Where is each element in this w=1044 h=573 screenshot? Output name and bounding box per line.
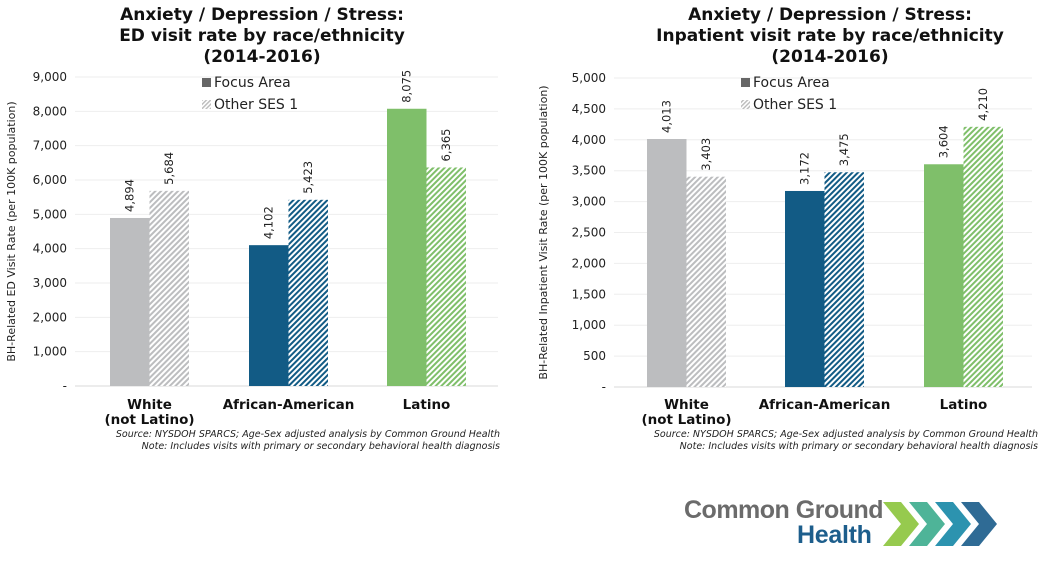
- y-tick-label: 3,000: [33, 276, 67, 290]
- legend-label-other-ses: Other SES 1: [214, 97, 298, 113]
- legend: Focus Area Other SES 1: [741, 75, 837, 113]
- legend-swatch-focus-area: [741, 78, 750, 87]
- chevron-shape: [883, 502, 919, 546]
- legend-swatch-other-ses: [202, 100, 211, 109]
- bar-focus-area: [785, 190, 825, 387]
- category-label: Latino: [403, 397, 451, 413]
- category-label: (not Latino): [641, 412, 731, 428]
- chart-title-line: ED visit rate by race/ethnicity: [119, 26, 405, 46]
- y-axis-label: BH-Related Inpatient Visit Rate (per 100…: [537, 85, 550, 379]
- y-tick-label: 8,000: [33, 104, 67, 118]
- ed-visit-chart-svg: Anxiety / Depression / Stress:ED visit r…: [5, 5, 500, 452]
- y-tick-label: 2,500: [572, 226, 606, 240]
- bar-other-ses: [288, 199, 328, 386]
- y-tick-label: 4,500: [572, 102, 606, 116]
- y-tick-label: 3,000: [572, 195, 606, 209]
- bar-focus-area: [924, 164, 964, 387]
- inpatient-visit-chart-svg: Anxiety / Depression / Stress:Inpatient …: [537, 5, 1038, 452]
- chevron-shape: [935, 502, 971, 546]
- y-tick-label: 1,000: [572, 318, 606, 332]
- data-label: 5,423: [301, 161, 315, 194]
- legend-label-focus-area: Focus Area: [214, 75, 291, 91]
- chevron-shape: [909, 502, 945, 546]
- category-label: White: [127, 397, 172, 413]
- bar-other-ses: [824, 172, 864, 387]
- y-tick-label: 9,000: [33, 70, 67, 84]
- y-tick-label: 5,000: [572, 71, 606, 85]
- data-label: 8,075: [400, 70, 414, 103]
- bar-focus-area: [647, 138, 687, 387]
- y-tick-label: 1,000: [33, 345, 67, 359]
- bar-other-ses: [963, 126, 1003, 388]
- y-axis-label: BH-Related ED Visit Rate (per 100K popul…: [5, 101, 18, 361]
- y-tick-label: 2,000: [33, 310, 67, 324]
- data-label: 3,475: [837, 133, 851, 166]
- ed-visit-chart: Anxiety / Depression / Stress: ED visit r…: [0, 0, 520, 460]
- y-tick-label: -: [602, 380, 606, 394]
- source-note: Note: Includes visits with primary or se…: [142, 441, 500, 452]
- common-ground-health-logo: Common Ground Health: [680, 494, 1000, 554]
- y-tick-label: -: [63, 379, 67, 393]
- source-note: Source: NYSDOH SPARCS; Age-Sex adjusted …: [116, 429, 500, 440]
- chevron-shape: [961, 502, 997, 546]
- data-label: 4,013: [660, 100, 674, 133]
- bar-other-ses: [426, 167, 466, 386]
- y-tick-label: 5,000: [33, 207, 67, 221]
- category-label: African-American: [759, 397, 891, 413]
- legend-swatch-other-ses: [741, 100, 750, 109]
- data-label: 6,365: [439, 129, 453, 162]
- bar-focus-area: [387, 108, 427, 386]
- legend: Focus Area Other SES 1: [202, 75, 298, 113]
- data-label: 3,604: [937, 125, 951, 158]
- y-tick-label: 500: [583, 349, 606, 363]
- data-label: 4,210: [976, 88, 990, 121]
- category-label: Latino: [940, 397, 988, 413]
- bar-other-ses: [149, 190, 189, 386]
- bar-other-ses: [686, 176, 726, 387]
- y-tick-label: 6,000: [33, 173, 67, 187]
- chart-title-line: (2014-2016): [771, 47, 888, 67]
- category-label: White: [664, 397, 709, 413]
- chart-title-line: Anxiety / Depression / Stress:: [120, 5, 404, 25]
- data-label: 3,403: [699, 138, 713, 171]
- chart-title-line: Inpatient visit rate by race/ethnicity: [656, 26, 1004, 46]
- data-label: 5,684: [162, 152, 176, 185]
- y-tick-label: 1,500: [572, 287, 606, 301]
- logo-text-line1: Common Ground: [684, 496, 883, 524]
- data-label: 4,894: [123, 179, 137, 212]
- legend-swatch-focus-area: [202, 78, 211, 87]
- bar-focus-area: [110, 217, 150, 386]
- legend-label-other-ses: Other SES 1: [753, 97, 837, 113]
- chart-title-line: (2014-2016): [203, 47, 320, 67]
- category-label: African-American: [223, 397, 355, 413]
- y-tick-label: 7,000: [33, 139, 67, 153]
- y-tick-label: 2,000: [572, 256, 606, 270]
- y-tick-label: 4,000: [572, 133, 606, 147]
- category-label: (not Latino): [104, 412, 194, 428]
- y-tick-label: 4,000: [33, 242, 67, 256]
- chart-title-line: Anxiety / Depression / Stress:: [688, 5, 972, 25]
- bar-focus-area: [249, 245, 289, 386]
- legend-label-focus-area: Focus Area: [753, 75, 830, 91]
- source-note: Source: NYSDOH SPARCS; Age-Sex adjusted …: [654, 429, 1038, 440]
- chevrons-icon: [883, 502, 997, 546]
- y-tick-label: 3,500: [572, 164, 606, 178]
- source-note: Note: Includes visits with primary or se…: [680, 441, 1038, 452]
- inpatient-visit-chart: Anxiety / Depression / Stress: Inpatient …: [520, 0, 1044, 460]
- data-label: 4,102: [262, 206, 276, 239]
- logo-text-line2: Health: [797, 521, 872, 549]
- data-label: 3,172: [798, 152, 812, 185]
